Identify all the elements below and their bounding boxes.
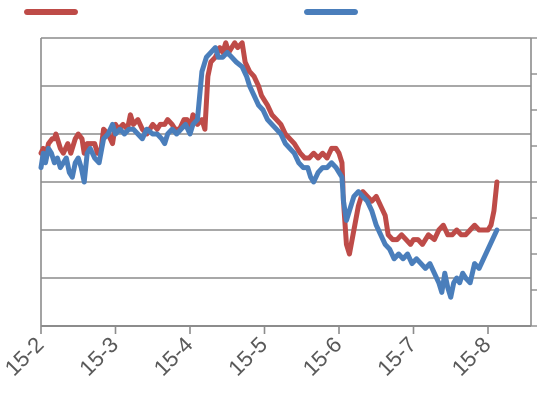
x-tick-label: 15-5 [223,332,272,381]
x-tick-label: 15-4 [149,332,198,381]
series-line-red [38,40,500,257]
series-lines [38,40,500,300]
x-tick-label: 15-7 [372,332,421,381]
x-tick-label: 15-6 [298,332,347,381]
x-tick-label: 15-3 [74,332,123,381]
legend-swatch-red-series [24,9,78,15]
x-tick-label: 15-2 [0,332,49,381]
gridlines [40,37,537,327]
series-line-blue [38,45,500,300]
x-axis-ticks: 15-2 15-3 15-4 15-5 15-6 15-7 15-8 [0,326,496,381]
legend-swatch-blue-series [304,9,358,15]
x-tick-label: 15-8 [447,332,496,381]
